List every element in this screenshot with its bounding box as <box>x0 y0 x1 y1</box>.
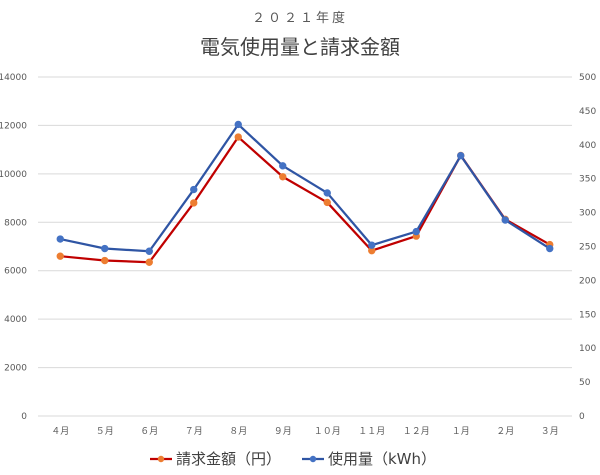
y-left-tick-label: 10000 <box>0 170 27 180</box>
y-right-tick-label: 400 <box>579 141 596 151</box>
x-tick-label: １月 <box>452 426 470 437</box>
x-tick-label: ２月 <box>496 426 514 437</box>
x-tick-label: ８月 <box>229 426 247 437</box>
x-tick-label: ７月 <box>185 426 203 437</box>
x-axis: ４月 ５月 ６月 ７月 ８月 ９月 １０月 １１月 １２月 １月 ２月 ３月 <box>51 426 559 437</box>
y-right-tick-label: 300 <box>579 209 596 219</box>
series-2-point <box>323 189 331 197</box>
y-right-tick-label: 100 <box>579 344 596 354</box>
series-2-point <box>279 162 287 170</box>
series-2-point <box>368 241 376 249</box>
y-left-tick-label: 12000 <box>0 121 27 131</box>
series-2-point <box>546 244 554 253</box>
y-right-tick-label: 350 <box>579 175 596 185</box>
legend-label-1: 請求金額（円） <box>176 450 281 468</box>
series-2-point <box>190 185 198 194</box>
x-tick-label: １０月 <box>314 426 341 437</box>
y-right-tick-label: 200 <box>579 276 596 286</box>
y-left-tick-label: 0 <box>21 412 27 422</box>
series-line-1 <box>60 135 551 264</box>
series-2-point <box>101 244 109 253</box>
series-2-point <box>234 120 242 129</box>
x-tick-label: １１月 <box>358 426 385 437</box>
x-tick-label: １２月 <box>403 426 430 437</box>
y-left-tick-label: 8000 <box>4 218 27 228</box>
y-axis-right: 0 50 100 150 200 250 300 350 400 450 500 <box>579 73 596 422</box>
series-1-point <box>145 258 153 266</box>
series-2-point <box>457 151 465 160</box>
legend-swatch-marker-1 <box>157 455 165 463</box>
series-1-point <box>279 173 287 181</box>
x-tick-label: ５月 <box>96 426 114 437</box>
legend-label-2: 使用量（kWh） <box>328 450 436 468</box>
series-group <box>56 120 554 266</box>
series-2-point <box>501 216 509 224</box>
series-1-point <box>101 256 109 265</box>
series-2-point <box>412 227 420 236</box>
series-1-point <box>323 198 331 207</box>
x-tick-label: ３月 <box>541 426 559 437</box>
chart-subtitle: ２０２１年度 <box>252 10 348 26</box>
y-left-tick-label: 2000 <box>4 364 27 374</box>
y-right-tick-label: 150 <box>579 310 596 320</box>
y-left-tick-label: 4000 <box>4 315 27 325</box>
y-axis-left: 0 2000 4000 6000 8000 10000 12000 14000 <box>0 73 27 422</box>
chart-title: 電気使用量と請求金額 <box>200 35 400 59</box>
series-2-point <box>145 247 153 255</box>
series-1-point <box>190 199 198 207</box>
gridlines <box>38 76 572 417</box>
series-1-point <box>234 133 242 141</box>
y-right-tick-label: 500 <box>579 73 596 83</box>
x-tick-label: ６月 <box>140 426 158 437</box>
y-right-tick-label: 0 <box>579 412 585 422</box>
y-left-tick-label: 14000 <box>0 73 27 83</box>
x-tick-label: ９月 <box>274 426 292 437</box>
x-tick-label: ４月 <box>51 426 69 437</box>
series-2-point <box>56 235 64 243</box>
y-left-tick-label: 6000 <box>4 267 27 277</box>
y-right-tick-label: 450 <box>579 107 596 117</box>
y-right-tick-label: 250 <box>579 243 596 253</box>
y-right-tick-label: 50 <box>579 378 591 388</box>
series-1-point <box>56 252 64 260</box>
series-line-2 <box>60 123 551 253</box>
legend-swatch-marker-2 <box>309 455 317 463</box>
legend: 請求金額（円） 使用量（kWh） <box>150 450 436 468</box>
